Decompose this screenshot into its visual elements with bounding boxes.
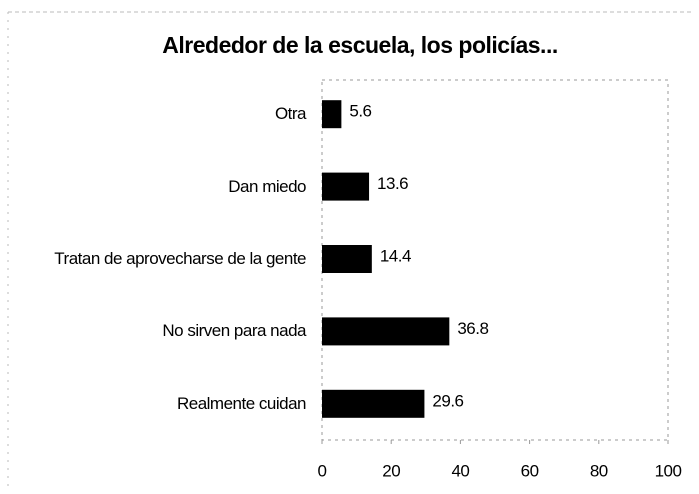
bar <box>322 100 342 129</box>
y-tick-label: Tratan de aprovecharse de la gente <box>6 229 306 289</box>
x-tick-label: 40 <box>451 461 469 480</box>
category-text: Dan miedo <box>228 176 306 196</box>
data-label: 29.6 <box>432 391 463 410</box>
x-tick-label: 80 <box>590 461 608 480</box>
y-tick-label: No sirven para nada <box>6 301 306 361</box>
bar <box>322 389 425 418</box>
category-text: No sirven para nada <box>162 321 306 341</box>
data-label: 36.8 <box>457 319 488 338</box>
y-tick-label: Realmente cuidan <box>6 374 307 434</box>
plot-frame <box>321 79 669 441</box>
data-label: 14.4 <box>380 246 411 265</box>
category-text: Otra <box>274 104 307 124</box>
x-tick-label: 0 <box>318 461 327 480</box>
data-label: 13.6 <box>377 174 408 193</box>
bar <box>322 317 450 346</box>
bar <box>322 245 372 273</box>
category-text: Tratan de aprovecharse de la gente <box>54 249 306 268</box>
category-text: Realmente cuidan <box>176 393 307 413</box>
y-tick-label: Otra <box>6 84 307 144</box>
data-label: 5.6 <box>349 102 371 121</box>
chart-title: Alrededor de la escuela, los policías... <box>162 32 557 58</box>
y-tick-label: Dan miedo <box>6 157 306 217</box>
x-tick-label: 20 <box>382 461 400 480</box>
x-tick-label: 60 <box>521 461 539 480</box>
x-tick-label: 100 <box>655 461 682 480</box>
bar <box>322 172 370 201</box>
